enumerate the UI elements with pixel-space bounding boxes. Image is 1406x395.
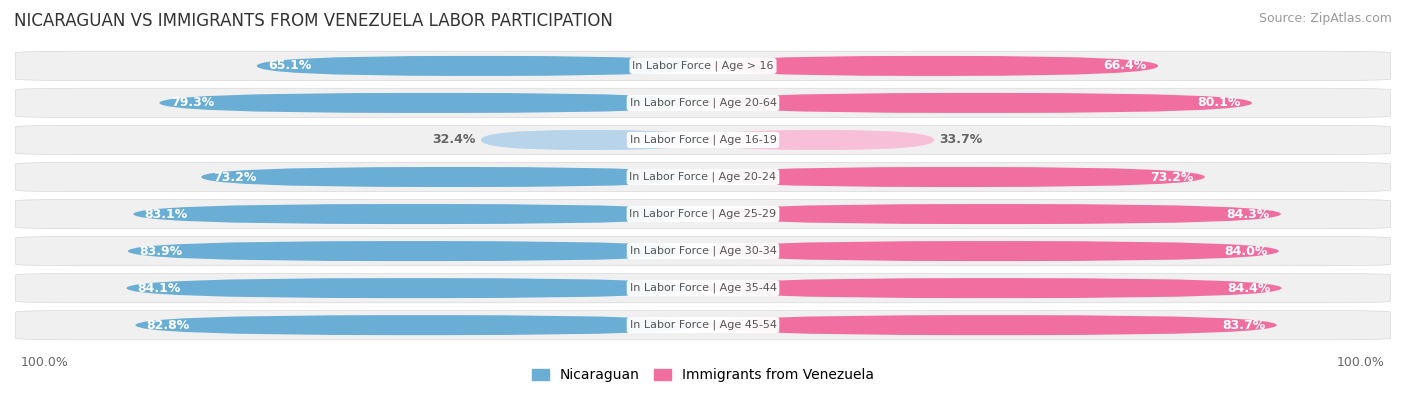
Text: 83.9%: 83.9% xyxy=(139,245,183,258)
FancyBboxPatch shape xyxy=(128,241,700,261)
FancyBboxPatch shape xyxy=(15,88,1391,118)
Text: In Labor Force | Age 20-24: In Labor Force | Age 20-24 xyxy=(630,172,776,182)
Text: In Labor Force | Age 25-29: In Labor Force | Age 25-29 xyxy=(630,209,776,219)
Text: 79.3%: 79.3% xyxy=(170,96,214,109)
Text: 66.4%: 66.4% xyxy=(1104,59,1146,72)
FancyBboxPatch shape xyxy=(127,278,700,298)
Text: 83.1%: 83.1% xyxy=(145,207,188,220)
Text: 100.0%: 100.0% xyxy=(1337,356,1385,369)
FancyBboxPatch shape xyxy=(201,167,700,187)
FancyBboxPatch shape xyxy=(706,241,1279,261)
Text: 33.7%: 33.7% xyxy=(939,134,983,147)
FancyBboxPatch shape xyxy=(159,93,700,113)
FancyBboxPatch shape xyxy=(257,56,700,76)
FancyBboxPatch shape xyxy=(15,162,1391,192)
FancyBboxPatch shape xyxy=(15,236,1391,266)
Text: In Labor Force | Age 16-19: In Labor Force | Age 16-19 xyxy=(630,135,776,145)
Legend: Nicaraguan, Immigrants from Venezuela: Nicaraguan, Immigrants from Venezuela xyxy=(527,363,879,388)
Text: In Labor Force | Age 30-34: In Labor Force | Age 30-34 xyxy=(630,246,776,256)
Text: 80.1%: 80.1% xyxy=(1198,96,1240,109)
Text: 83.7%: 83.7% xyxy=(1222,319,1265,332)
FancyBboxPatch shape xyxy=(134,204,700,224)
Text: 84.4%: 84.4% xyxy=(1227,282,1271,295)
FancyBboxPatch shape xyxy=(135,315,700,335)
Text: 73.2%: 73.2% xyxy=(1150,171,1194,184)
FancyBboxPatch shape xyxy=(706,93,1253,113)
FancyBboxPatch shape xyxy=(15,273,1391,303)
FancyBboxPatch shape xyxy=(15,51,1391,81)
Text: In Labor Force | Age > 16: In Labor Force | Age > 16 xyxy=(633,61,773,71)
Text: In Labor Force | Age 45-54: In Labor Force | Age 45-54 xyxy=(630,320,776,330)
Text: In Labor Force | Age 35-44: In Labor Force | Age 35-44 xyxy=(630,283,776,293)
FancyBboxPatch shape xyxy=(706,167,1205,187)
Text: 84.3%: 84.3% xyxy=(1226,207,1270,220)
Text: In Labor Force | Age 20-64: In Labor Force | Age 20-64 xyxy=(630,98,776,108)
Text: 73.2%: 73.2% xyxy=(212,171,256,184)
Text: 32.4%: 32.4% xyxy=(432,134,475,147)
FancyBboxPatch shape xyxy=(706,56,1159,76)
FancyBboxPatch shape xyxy=(706,315,1277,335)
FancyBboxPatch shape xyxy=(706,204,1281,224)
Text: 84.0%: 84.0% xyxy=(1225,245,1268,258)
Text: NICARAGUAN VS IMMIGRANTS FROM VENEZUELA LABOR PARTICIPATION: NICARAGUAN VS IMMIGRANTS FROM VENEZUELA … xyxy=(14,12,613,30)
FancyBboxPatch shape xyxy=(15,310,1391,340)
FancyBboxPatch shape xyxy=(704,130,934,150)
FancyBboxPatch shape xyxy=(15,125,1391,154)
Text: 65.1%: 65.1% xyxy=(269,59,312,72)
Text: Source: ZipAtlas.com: Source: ZipAtlas.com xyxy=(1258,12,1392,25)
FancyBboxPatch shape xyxy=(15,199,1391,229)
FancyBboxPatch shape xyxy=(481,130,702,150)
Text: 82.8%: 82.8% xyxy=(146,319,190,332)
Text: 84.1%: 84.1% xyxy=(138,282,181,295)
Text: 100.0%: 100.0% xyxy=(21,356,69,369)
FancyBboxPatch shape xyxy=(706,278,1281,298)
